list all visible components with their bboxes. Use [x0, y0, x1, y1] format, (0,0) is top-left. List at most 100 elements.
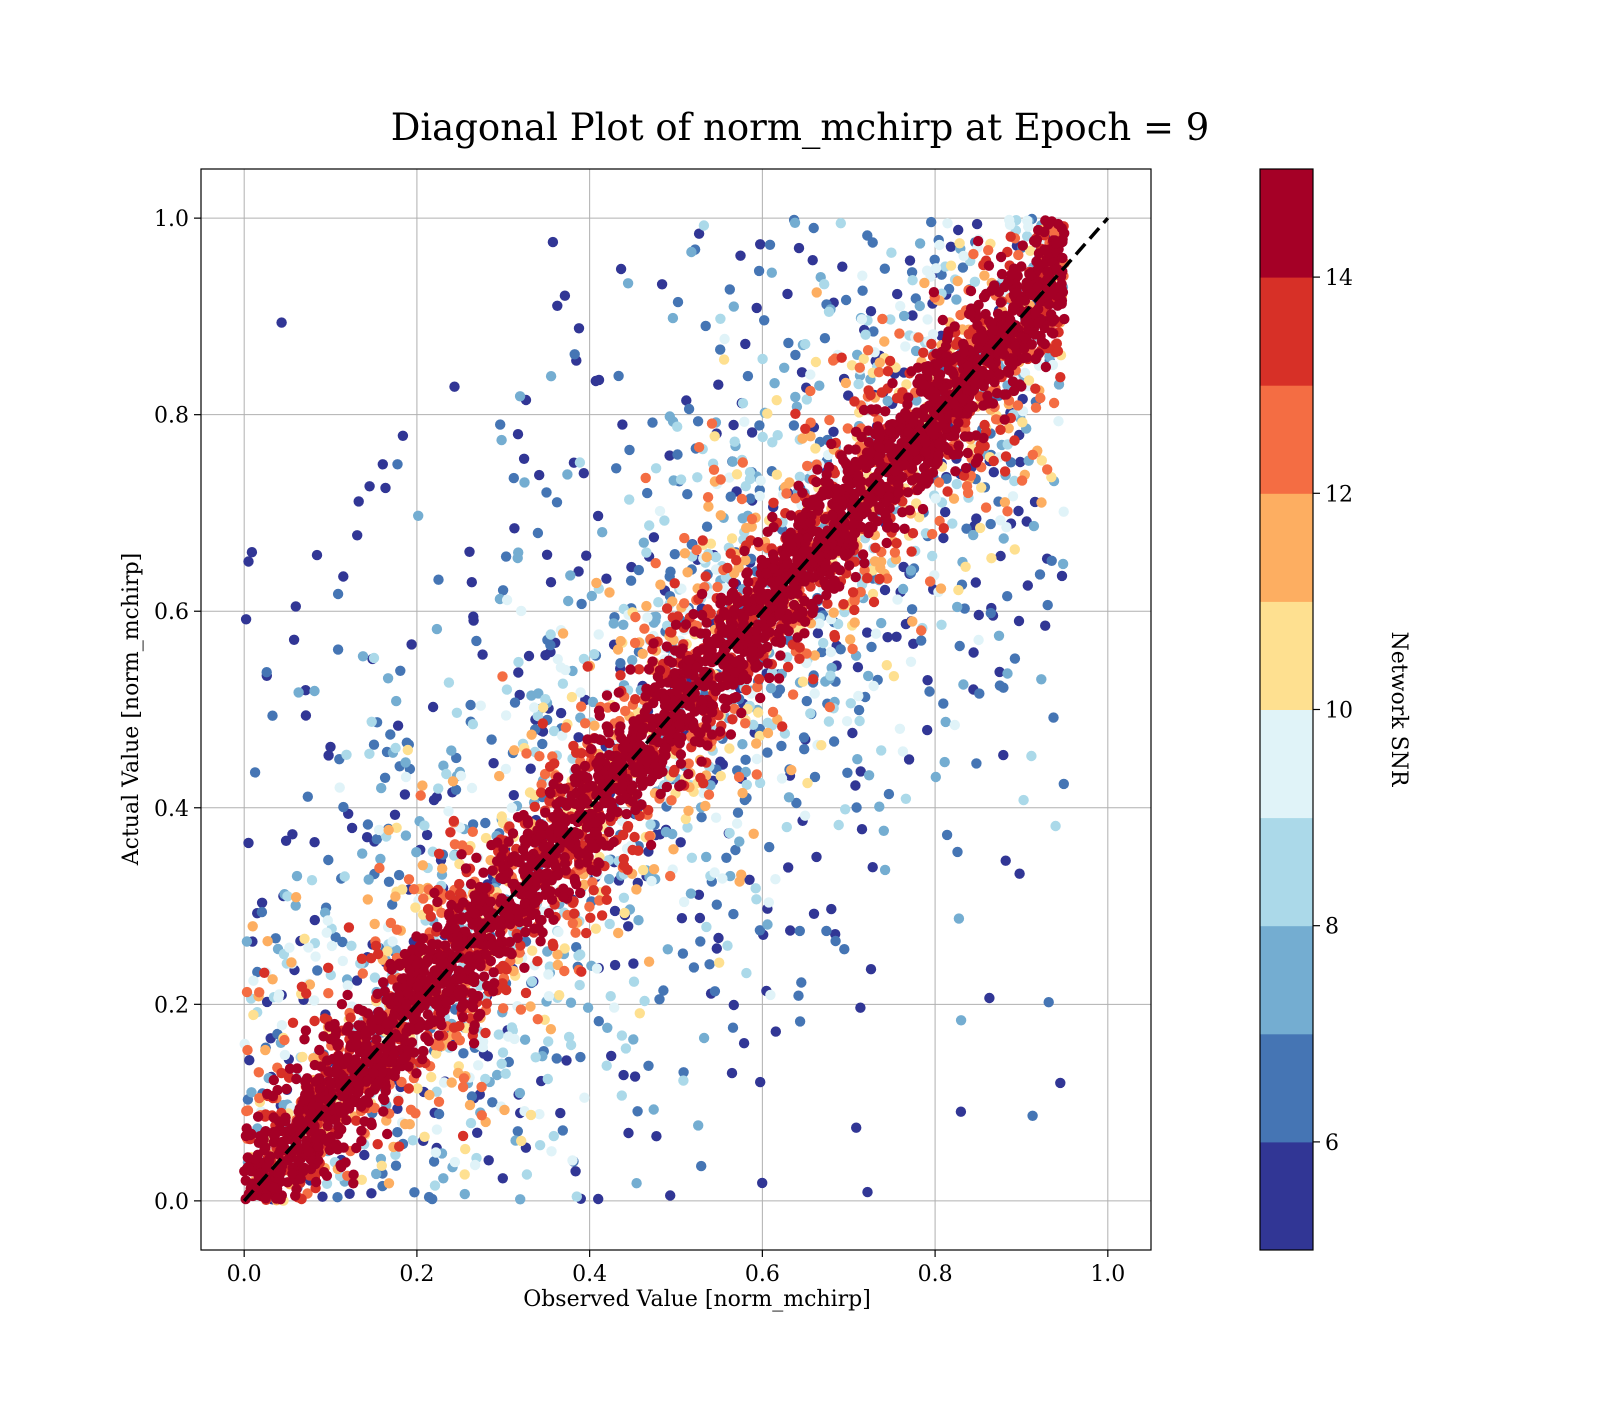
data-point	[918, 504, 928, 514]
data-point	[242, 1045, 252, 1055]
data-point	[592, 963, 602, 973]
data-point	[704, 959, 714, 969]
data-point	[882, 632, 892, 642]
data-point	[698, 778, 708, 788]
data-point	[996, 297, 1006, 307]
data-point	[915, 238, 925, 248]
data-point	[927, 529, 937, 539]
data-point	[602, 1061, 612, 1071]
data-point	[597, 527, 607, 537]
data-point	[437, 863, 447, 873]
data-point	[764, 673, 774, 683]
data-point	[850, 617, 860, 627]
data-point	[853, 379, 863, 389]
data-point	[390, 810, 400, 820]
data-point	[501, 710, 511, 720]
data-point	[848, 587, 858, 597]
data-point	[291, 601, 301, 611]
data-point	[516, 1004, 526, 1014]
data-point	[513, 1126, 523, 1136]
data-point	[773, 430, 783, 440]
data-point	[655, 506, 665, 516]
data-point	[639, 624, 649, 634]
data-point	[672, 422, 682, 432]
data-point	[701, 852, 711, 862]
data-point	[496, 435, 506, 445]
data-point	[374, 825, 384, 835]
data-point	[1002, 506, 1012, 516]
data-point	[378, 1093, 388, 1103]
data-point	[466, 1118, 476, 1128]
data-point	[335, 782, 345, 792]
data-point	[394, 870, 404, 880]
data-point	[712, 900, 722, 910]
data-point	[739, 546, 749, 556]
data-point	[971, 513, 981, 523]
data-point	[469, 1038, 479, 1048]
data-point	[651, 558, 661, 568]
data-point	[752, 754, 762, 764]
data-point	[1028, 450, 1038, 460]
data-point	[411, 847, 421, 857]
data-point	[538, 702, 548, 712]
data-point	[836, 218, 846, 228]
data-point	[499, 962, 509, 972]
data-point	[693, 1120, 703, 1130]
data-point	[259, 968, 269, 978]
data-point	[655, 580, 665, 590]
data-point	[800, 811, 810, 821]
data-point	[450, 839, 460, 849]
data-point	[1035, 569, 1045, 579]
data-point	[345, 1013, 355, 1023]
data-point	[642, 612, 652, 622]
data-point	[777, 773, 787, 783]
data-point	[247, 547, 257, 557]
data-point	[297, 1052, 307, 1062]
data-point	[309, 686, 319, 696]
data-point	[772, 470, 782, 480]
data-point	[837, 262, 847, 272]
data-point	[646, 876, 656, 886]
data-point	[386, 918, 396, 928]
data-point	[613, 371, 623, 381]
data-point	[974, 688, 984, 698]
data-point	[575, 1052, 585, 1062]
data-point	[864, 770, 874, 780]
data-point	[589, 885, 599, 895]
data-point	[317, 1192, 327, 1202]
data-point	[931, 772, 941, 782]
data-point	[798, 677, 808, 687]
data-point	[1002, 668, 1012, 678]
data-point	[989, 456, 999, 466]
data-point	[979, 420, 989, 430]
data-point	[905, 255, 915, 265]
data-point	[669, 668, 679, 678]
data-point	[776, 741, 786, 751]
data-point	[777, 721, 787, 731]
data-point	[745, 474, 755, 484]
data-point	[830, 936, 840, 946]
data-point	[869, 681, 879, 691]
data-point	[839, 944, 849, 954]
data-point	[400, 789, 410, 799]
data-point	[850, 780, 860, 790]
data-point	[593, 1194, 603, 1204]
data-point	[327, 941, 337, 951]
data-point	[983, 245, 993, 255]
data-point	[434, 849, 444, 859]
data-point	[765, 240, 775, 250]
data-point	[314, 1045, 324, 1055]
data-point	[619, 893, 629, 903]
data-point	[710, 431, 720, 441]
data-point	[673, 297, 683, 307]
data-point	[495, 419, 505, 429]
data-point	[676, 474, 686, 484]
data-point	[874, 367, 884, 377]
data-point	[338, 571, 348, 581]
data-point	[824, 307, 834, 317]
data-point	[870, 543, 880, 553]
data-point	[289, 635, 299, 645]
data-point	[841, 295, 851, 305]
data-point	[471, 853, 481, 863]
